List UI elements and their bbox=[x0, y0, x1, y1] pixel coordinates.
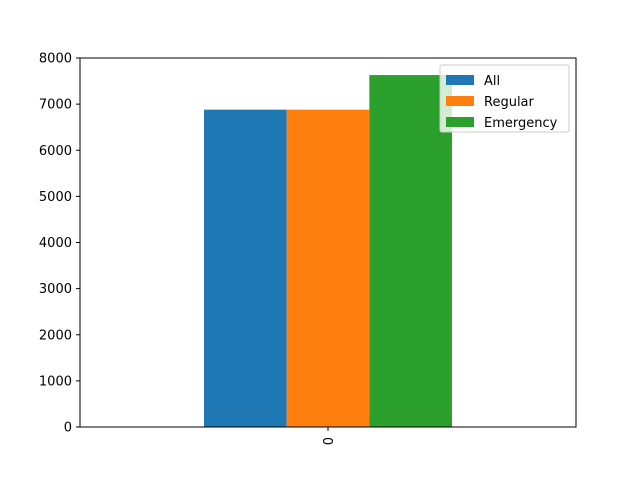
legend: All Regular Emergency bbox=[439, 64, 570, 133]
y-tick-label: 2000 bbox=[39, 328, 72, 343]
bar-emergency-0 bbox=[369, 75, 452, 427]
y-tick-label: 1000 bbox=[39, 374, 72, 389]
y-tick-label: 6000 bbox=[39, 144, 72, 159]
bars-layer bbox=[204, 75, 452, 427]
y-tick-label: 4000 bbox=[39, 236, 72, 251]
axes-layer: 0 0 1000 2000 3000 4000 5000 6000 7000 8000 bbox=[39, 52, 577, 445]
legend-swatch-emergency bbox=[446, 117, 474, 127]
x-tick-label: 0 bbox=[322, 437, 337, 445]
legend-label-regular: Regular bbox=[484, 95, 535, 110]
legend-swatch-regular bbox=[446, 96, 474, 106]
y-tick-label: 3000 bbox=[39, 282, 72, 297]
legend-label-emergency: Emergency bbox=[484, 116, 558, 131]
y-tick-label: 0 bbox=[64, 421, 72, 436]
bar-all-0 bbox=[204, 109, 287, 427]
legend-swatch-all bbox=[446, 75, 474, 85]
y-tick-label: 7000 bbox=[39, 98, 72, 113]
bar-regular-0 bbox=[286, 109, 370, 427]
y-tick-label: 5000 bbox=[39, 190, 72, 205]
y-tick-label: 8000 bbox=[39, 52, 72, 67]
plot-frame bbox=[79, 57, 577, 428]
legend-label-all: All bbox=[484, 74, 500, 89]
